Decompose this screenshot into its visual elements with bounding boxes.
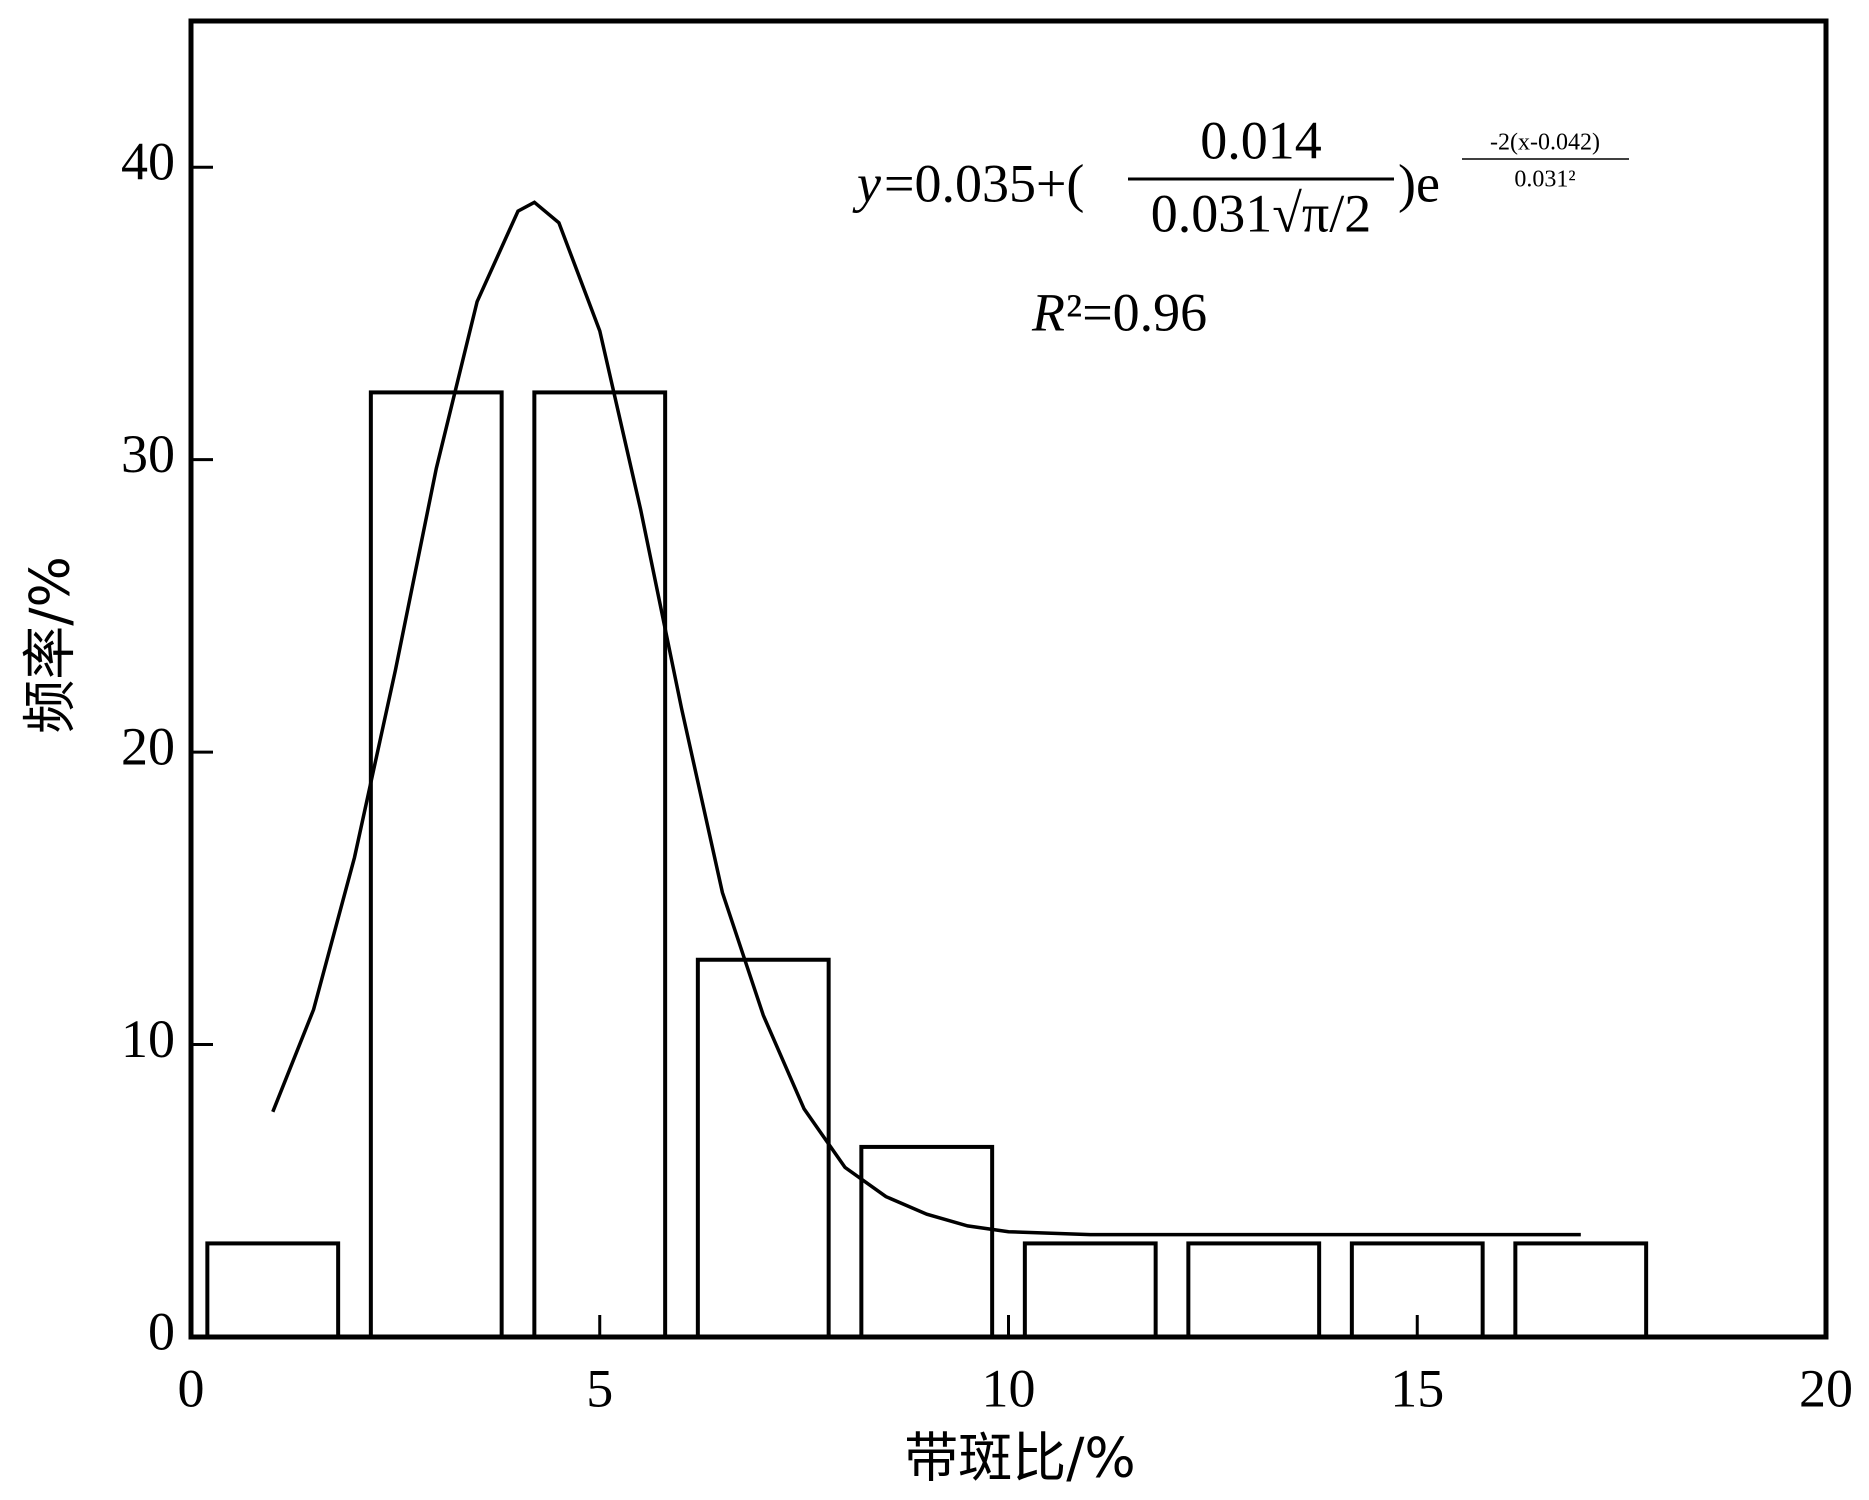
equation-lhs: y <box>852 153 881 213</box>
y-tick-label: 0 <box>148 1301 175 1361</box>
bar <box>532 390 668 1340</box>
equation-denominator: 0.031√π/2 <box>1151 183 1371 243</box>
y-tick-label: 40 <box>121 132 175 192</box>
x-tick-label: 0 <box>178 1358 205 1418</box>
plot-frame <box>188 18 1829 1340</box>
bar <box>695 957 831 1339</box>
fit-curve <box>271 200 1581 1237</box>
r-squared-text: ²=0.96 <box>1066 282 1207 342</box>
bar <box>368 390 504 1340</box>
bar <box>1022 1241 1158 1339</box>
x-tick-label: 5 <box>586 1358 613 1418</box>
bar <box>859 1144 995 1340</box>
y-tick-label: 10 <box>121 1009 175 1069</box>
equation-numerator: 0.014 <box>1200 110 1322 170</box>
x-tick-label: 15 <box>1390 1358 1444 1418</box>
x-axis-label: 带斑比/% <box>904 1427 1136 1490</box>
exponent-numerator: -2(x-0.042) <box>1490 130 1600 156</box>
exponent-denominator: 0.031² <box>1514 167 1575 193</box>
y-axis-label: 频率/% <box>19 556 82 734</box>
x-tick-label: 20 <box>1799 1358 1853 1418</box>
y-tick-label: 20 <box>121 717 175 777</box>
bar <box>1186 1241 1322 1339</box>
x-tick-label: 10 <box>982 1358 1036 1418</box>
bar <box>205 1241 341 1339</box>
r-squared-symbol: R <box>1031 282 1065 342</box>
bar <box>1513 1241 1649 1339</box>
equation-tail: )e <box>1398 153 1440 213</box>
equation-main: =0.035+( <box>884 153 1084 213</box>
y-tick-label: 30 <box>121 424 175 484</box>
